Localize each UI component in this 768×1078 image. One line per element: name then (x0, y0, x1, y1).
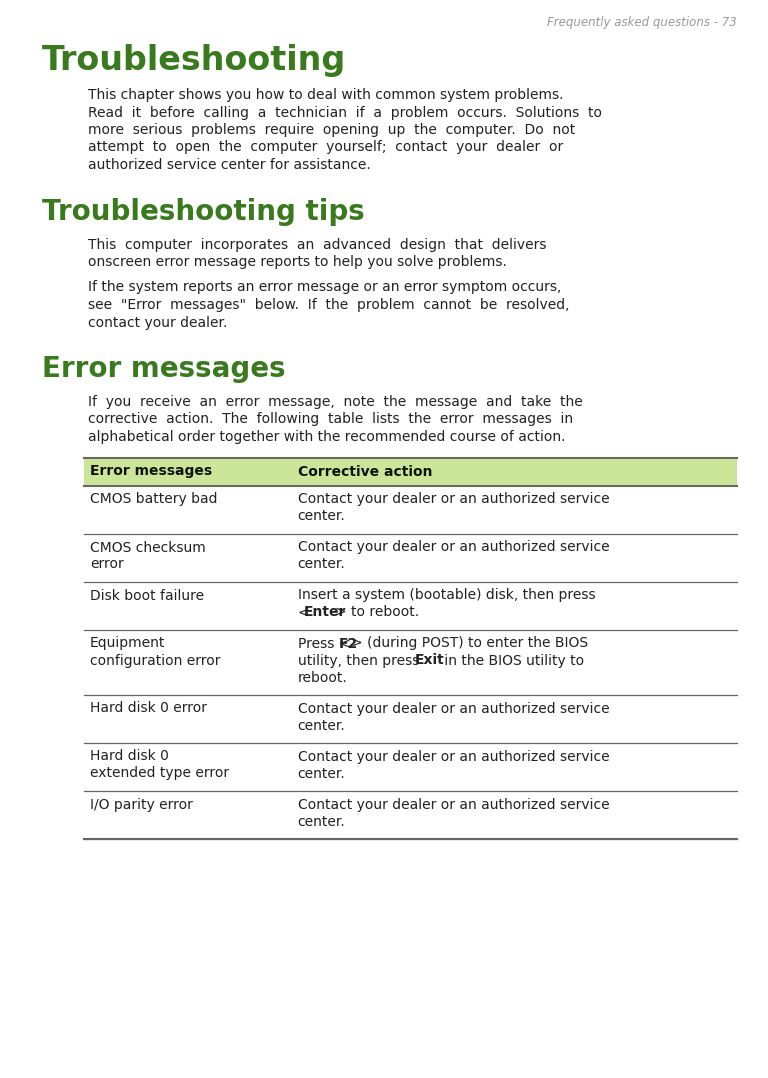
Text: center.: center. (298, 766, 346, 780)
Text: center.: center. (298, 510, 346, 524)
Text: authorized service center for assistance.: authorized service center for assistance… (88, 158, 371, 172)
Text: Contact your dealer or an authorized service: Contact your dealer or an authorized ser… (298, 749, 609, 763)
Text: contact your dealer.: contact your dealer. (88, 316, 227, 330)
Text: center.: center. (298, 719, 346, 732)
Text: in the BIOS utility to: in the BIOS utility to (440, 653, 584, 667)
Text: onscreen error message reports to help you solve problems.: onscreen error message reports to help y… (88, 255, 507, 270)
Text: I/O parity error: I/O parity error (90, 798, 193, 812)
Text: reboot.: reboot. (298, 671, 347, 685)
Text: If the system reports an error message or an error symptom occurs,: If the system reports an error message o… (88, 280, 561, 294)
Text: attempt  to  open  the  computer  yourself;  contact  your  dealer  or: attempt to open the computer yourself; c… (88, 140, 563, 154)
Text: more  serious  problems  require  opening  up  the  computer.  Do  not: more serious problems require opening up… (88, 123, 575, 137)
Text: Error messages: Error messages (42, 355, 286, 383)
Text: Hard disk 0 error: Hard disk 0 error (90, 702, 207, 716)
Text: alphabetical order together with the recommended course of action.: alphabetical order together with the rec… (88, 430, 565, 444)
Bar (84, 457, 737, 485)
Text: error: error (90, 557, 124, 571)
Text: > (during POST) to enter the BIOS: > (during POST) to enter the BIOS (351, 636, 588, 650)
Text: CMOS battery bad: CMOS battery bad (90, 493, 217, 507)
Text: Read  it  before  calling  a  technician  if  a  problem  occurs.  Solutions  to: Read it before calling a technician if a… (88, 106, 602, 120)
Text: <: < (298, 606, 310, 620)
Text: Corrective action: Corrective action (298, 465, 432, 479)
Text: see  "Error  messages"  below.  If  the  problem  cannot  be  resolved,: see "Error messages" below. If the probl… (88, 298, 570, 312)
Text: F2: F2 (339, 636, 358, 650)
Text: Disk boot failure: Disk boot failure (90, 589, 204, 603)
Text: Exit: Exit (415, 653, 445, 667)
Text: Hard disk 0: Hard disk 0 (90, 749, 169, 763)
Text: Contact your dealer or an authorized service: Contact your dealer or an authorized ser… (298, 540, 609, 554)
Text: center.: center. (298, 815, 346, 829)
Text: Equipment: Equipment (90, 636, 165, 650)
Text: corrective  action.  The  following  table  lists  the  error  messages  in: corrective action. The following table l… (88, 413, 573, 427)
Text: This  computer  incorporates  an  advanced  design  that  delivers: This computer incorporates an advanced d… (88, 237, 547, 251)
Text: Enter: Enter (303, 606, 346, 620)
Text: This chapter shows you how to deal with common system problems.: This chapter shows you how to deal with … (88, 88, 564, 102)
Text: center.: center. (298, 557, 346, 571)
Text: Troubleshooting: Troubleshooting (42, 44, 346, 77)
Text: Contact your dealer or an authorized service: Contact your dealer or an authorized ser… (298, 798, 609, 812)
Text: CMOS checksum: CMOS checksum (90, 540, 206, 554)
Text: Insert a system (bootable) disk, then press: Insert a system (bootable) disk, then pr… (298, 589, 595, 603)
Text: Press <: Press < (298, 636, 350, 650)
Text: extended type error: extended type error (90, 766, 229, 780)
Text: Troubleshooting tips: Troubleshooting tips (42, 197, 365, 225)
Text: configuration error: configuration error (90, 653, 220, 667)
Text: Contact your dealer or an authorized service: Contact your dealer or an authorized ser… (298, 493, 609, 507)
Text: Frequently asked questions - 73: Frequently asked questions - 73 (548, 16, 737, 29)
Text: Contact your dealer or an authorized service: Contact your dealer or an authorized ser… (298, 702, 609, 716)
Text: If  you  receive  an  error  message,  note  the  message  and  take  the: If you receive an error message, note th… (88, 395, 583, 409)
Text: utility, then press: utility, then press (298, 653, 423, 667)
Text: > to reboot.: > to reboot. (335, 606, 419, 620)
Text: Error messages: Error messages (90, 465, 212, 479)
